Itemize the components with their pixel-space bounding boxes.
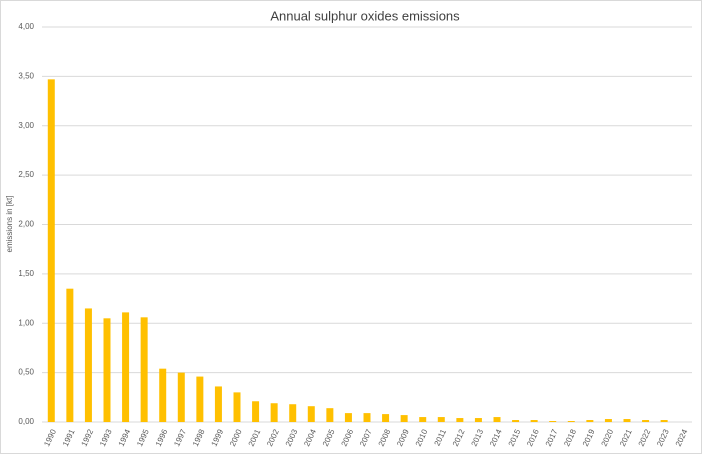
y-tick-label: 0,00 [18,417,34,426]
bar [122,312,130,422]
y-tick-label: 0,50 [18,368,34,377]
chart-title: Annual sulphur oxides emissions [270,8,460,23]
bar [363,413,371,422]
bar [586,420,594,422]
bar [196,376,204,422]
y-tick-label: 3,00 [18,121,34,130]
bar [419,417,427,422]
bar [549,421,557,422]
bar [567,421,575,422]
y-tick-label: 1,00 [18,318,34,327]
bar [642,420,650,422]
bar [382,414,390,422]
bar [252,401,260,422]
bar [47,79,55,423]
y-tick-label: 3,50 [18,71,34,80]
y-axis-label: emissions in [kt] [5,196,14,253]
bar [344,413,352,422]
bar [84,308,92,422]
bar [530,420,538,422]
bar [474,418,482,422]
bar [140,317,148,422]
y-tick-label: 2,00 [18,220,34,229]
bar [437,417,445,422]
y-tick-label: 2,50 [18,170,34,179]
bar [177,372,185,422]
bar [233,392,241,422]
bar [400,415,408,422]
bar [159,368,167,422]
bar [512,420,520,422]
bar [326,408,334,422]
bar [270,403,278,422]
bar [456,418,464,422]
bar [103,318,111,422]
bar [307,406,315,422]
bar [493,417,501,422]
bar [660,420,668,422]
bar [289,404,297,422]
y-tick-label: 4,00 [18,22,34,31]
bar [214,386,222,422]
bar [66,288,74,422]
bar [604,419,612,422]
bar [623,419,631,422]
y-tick-label: 1,50 [18,269,34,278]
